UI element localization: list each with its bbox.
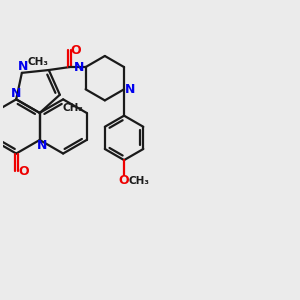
- Text: O: O: [18, 165, 29, 178]
- Text: O: O: [119, 174, 129, 187]
- Text: N: N: [11, 87, 21, 100]
- Text: N: N: [125, 83, 136, 96]
- Text: CH₃: CH₃: [129, 176, 150, 186]
- Text: N: N: [74, 61, 84, 74]
- Text: O: O: [70, 44, 81, 56]
- Text: N: N: [37, 139, 47, 152]
- Text: N: N: [18, 60, 28, 73]
- Text: CH₃: CH₃: [28, 57, 49, 67]
- Text: CH₃: CH₃: [63, 103, 84, 112]
